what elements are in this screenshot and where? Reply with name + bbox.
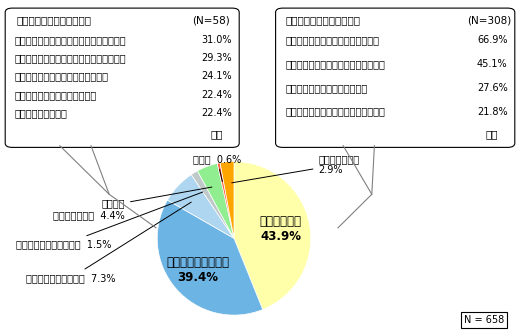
Text: 24.1%: 24.1% — [202, 71, 232, 81]
Text: あまり満足しなかった  7.3%: あまり満足しなかった 7.3% — [25, 202, 191, 283]
Text: 29.3%: 29.3% — [202, 53, 232, 63]
Wedge shape — [220, 161, 234, 238]
Text: など: など — [486, 129, 498, 139]
Text: どちらともいえない
39.4%: どちらともいえない 39.4% — [166, 256, 230, 284]
FancyBboxPatch shape — [5, 8, 239, 147]
Text: N = 658: N = 658 — [464, 315, 504, 325]
Wedge shape — [191, 171, 234, 238]
Text: ・自分のニーズにあった商品を勧めた: ・自分のニーズにあった商品を勧めた — [285, 107, 385, 117]
Text: ・説明が多すぎてポイントが理解できない: ・説明が多すぎてポイントが理解できない — [15, 53, 126, 63]
Text: 22.4%: 22.4% — [201, 108, 232, 118]
Wedge shape — [217, 163, 234, 238]
Text: ・投資経験に応じた説明をしてほしかった: ・投資経験に応じた説明をしてほしかった — [15, 35, 126, 45]
Text: 主な満足理由（複数回答）: 主な満足理由（複数回答） — [285, 15, 360, 25]
Text: 主な不満理由（複数回答）: 主な不満理由（複数回答） — [17, 15, 92, 25]
Text: ・商品の魅力の説明しかしなかった: ・商品の魅力の説明しかしなかった — [15, 71, 109, 81]
Text: (N=58): (N=58) — [192, 15, 230, 25]
Text: ・商品のリスクもきちんと説明した: ・商品のリスクもきちんと説明した — [285, 35, 379, 45]
Text: ・勧誘が強引だった: ・勧誘が強引だった — [15, 108, 68, 118]
Text: ・商品の魅力をわかりやすく説明した: ・商品の魅力をわかりやすく説明した — [285, 59, 385, 69]
Text: (N=308): (N=308) — [467, 15, 511, 25]
Text: 無回答  0.6%: 無回答 0.6% — [193, 154, 241, 182]
Wedge shape — [198, 163, 234, 238]
Text: まあ満足した
43.9%: まあ満足した 43.9% — [259, 215, 302, 243]
Wedge shape — [157, 200, 263, 315]
Wedge shape — [167, 175, 234, 238]
Text: 66.9%: 66.9% — [477, 35, 508, 45]
Text: 21.8%: 21.8% — [477, 107, 508, 117]
Text: 31.0%: 31.0% — [202, 35, 232, 45]
Text: 販売員と
接触していない  4.4%: 販売員と 接触していない 4.4% — [53, 187, 212, 220]
Text: 22.4%: 22.4% — [201, 90, 232, 100]
Text: まったく満足しなかった  1.5%: まったく満足しなかった 1.5% — [16, 192, 203, 250]
Text: とても満足した
2.9%: とても満足した 2.9% — [232, 154, 359, 183]
Text: ・質問にきちんと答えてくれた: ・質問にきちんと答えてくれた — [285, 83, 368, 93]
FancyBboxPatch shape — [276, 8, 515, 147]
Text: 45.1%: 45.1% — [477, 59, 508, 69]
Wedge shape — [234, 161, 311, 310]
Text: ・商品の説明がわからなかった: ・商品の説明がわからなかった — [15, 90, 97, 100]
Text: 27.6%: 27.6% — [477, 83, 508, 93]
Text: など: など — [210, 129, 223, 139]
